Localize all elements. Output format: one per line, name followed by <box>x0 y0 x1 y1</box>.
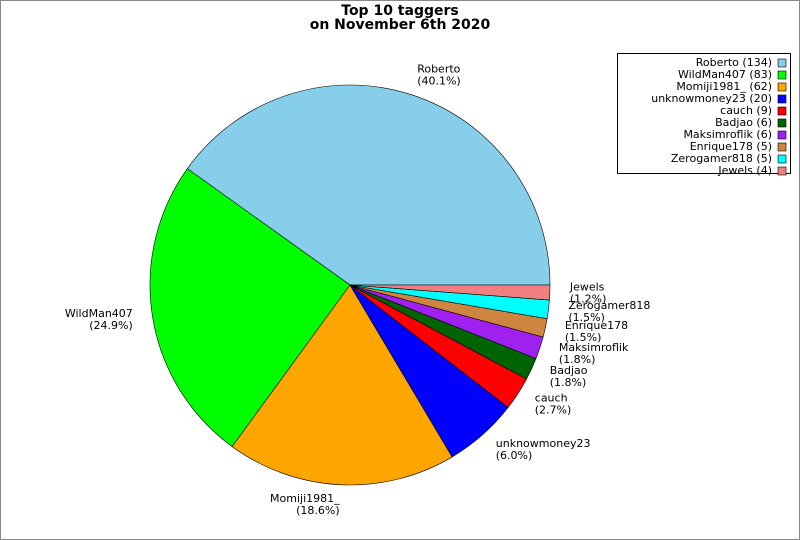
legend-swatch <box>777 70 787 80</box>
slice-label: Roberto <box>417 63 460 76</box>
slice-label: Jewels <box>569 280 605 293</box>
pie-slice <box>149 168 351 448</box>
legend-swatch <box>777 130 787 140</box>
slice-label: Enrique178 <box>565 319 628 332</box>
slice-label: Badjao <box>550 364 588 377</box>
slice-label: Zerogamer818 <box>568 299 650 312</box>
slice-percent: (1.8%) <box>550 376 587 389</box>
slice-percent: (40.1%) <box>417 75 461 88</box>
legend-label: Roberto (134) <box>696 56 772 69</box>
slice-percent: (1.5%) <box>568 311 605 324</box>
legend-label: Momiji1981_ (62) <box>676 80 772 93</box>
legend-swatch <box>777 166 787 176</box>
legend-label: Badjao (6) <box>715 116 772 129</box>
legend-swatch <box>777 118 787 128</box>
slice-percent: (1.8%) <box>559 353 596 366</box>
legend-swatch <box>777 58 787 68</box>
legend-swatch <box>777 82 787 92</box>
legend-label: Maksimroflik (6) <box>683 128 772 141</box>
slice-percent: (1.2%) <box>570 292 607 305</box>
slice-percent: (1.5%) <box>565 331 602 344</box>
chart-title: Top 10 taggers <box>341 3 458 19</box>
slice-label: Momiji1981_ <box>270 492 340 505</box>
pie-slice <box>186 84 551 286</box>
slice-label: cauch <box>535 391 568 404</box>
legend-swatch <box>777 106 787 116</box>
slice-label: Maksimroflik <box>559 341 629 354</box>
slice-percent: (24.9%) <box>89 319 133 332</box>
legend-swatch <box>777 142 787 152</box>
chart-title: on November 6th 2020 <box>310 17 491 33</box>
legend-label: Jewels (4) <box>717 164 772 177</box>
slice-percent: (18.6%) <box>296 504 340 517</box>
legend-label: Enrique178 (5) <box>690 140 772 153</box>
legend-swatch <box>777 94 787 104</box>
slice-percent: (6.0%) <box>496 449 533 462</box>
legend-label: cauch (9) <box>720 104 772 117</box>
slice-label: unknowmoney23 <box>496 437 591 450</box>
legend-swatch <box>777 154 787 164</box>
legend-box <box>617 53 791 174</box>
pie-slice <box>349 284 551 301</box>
slice-percent: (2.7%) <box>535 403 572 416</box>
pie-slice <box>231 284 453 486</box>
slice-label: WildMan407 <box>65 307 133 320</box>
legend-label: Zerogamer818 (5) <box>671 152 772 165</box>
legend-label: unknowmoney23 (20) <box>651 92 772 105</box>
legend-label: WildMan407 (83) <box>678 68 772 81</box>
